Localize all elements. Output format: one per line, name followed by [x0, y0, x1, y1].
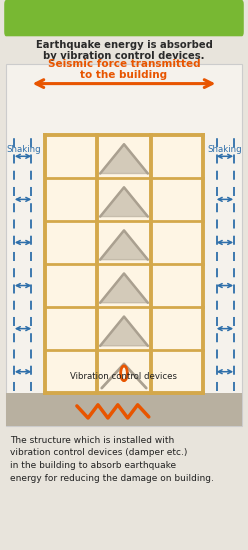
Polygon shape [100, 144, 148, 173]
Polygon shape [100, 188, 148, 217]
Text: Vibration control devices: Vibration control devices [70, 372, 178, 381]
Text: Shaking: Shaking [6, 145, 41, 155]
Bar [6, 393, 242, 426]
Text: to the building: to the building [80, 70, 168, 80]
FancyBboxPatch shape [4, 0, 244, 36]
Text: Earthquake energy is absorbed: Earthquake energy is absorbed [35, 40, 213, 50]
Text: The structure which is installed with
vibration control devices (damper etc.)
in: The structure which is installed with vi… [10, 436, 214, 483]
Polygon shape [100, 317, 148, 346]
Polygon shape [100, 273, 148, 303]
Bar [45, 135, 203, 393]
FancyBboxPatch shape [6, 64, 242, 426]
Polygon shape [100, 230, 148, 260]
Text: Seismic vibration control structure: Seismic vibration control structure [17, 13, 231, 23]
Text: by vibration control devices.: by vibration control devices. [43, 51, 205, 61]
Text: Shaking: Shaking [207, 145, 242, 155]
Text: Seismic force transmitted: Seismic force transmitted [48, 59, 200, 69]
